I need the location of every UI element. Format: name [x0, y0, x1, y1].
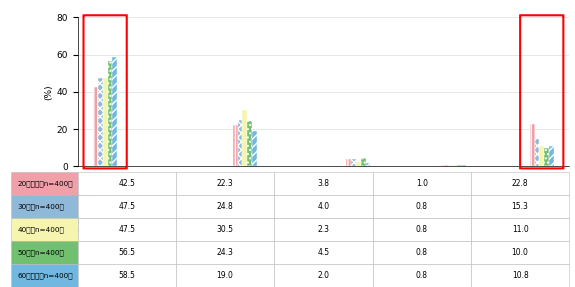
- Bar: [452, 165, 457, 166]
- Bar: [535, 138, 539, 166]
- Bar: [544, 148, 549, 166]
- Bar: [351, 159, 356, 166]
- Bar: [366, 163, 370, 166]
- Bar: [247, 121, 252, 166]
- Bar: [252, 131, 257, 166]
- Bar: [93, 87, 98, 166]
- Bar: [442, 165, 447, 166]
- Bar: [530, 124, 535, 166]
- Bar: [98, 78, 103, 166]
- Bar: [112, 57, 117, 166]
- Bar: [462, 165, 466, 166]
- Bar: [346, 159, 351, 166]
- Bar: [361, 158, 366, 166]
- Bar: [233, 125, 237, 166]
- Bar: [457, 165, 462, 166]
- Bar: [243, 110, 247, 166]
- Bar: [356, 162, 361, 166]
- Bar: [108, 61, 112, 166]
- Y-axis label: (%): (%): [45, 84, 53, 100]
- Bar: [103, 78, 108, 166]
- Legend: 20代以下（n=400）, 30代（n=400）, 40代（n=400）, 50代（n=400）, 60代以上（n=400）: 20代以下（n=400）, 30代（n=400）, 40代（n=400）, 50…: [17, 188, 98, 236]
- Bar: [447, 165, 452, 166]
- Bar: [539, 146, 544, 166]
- Bar: [237, 120, 243, 166]
- Bar: [549, 146, 554, 166]
